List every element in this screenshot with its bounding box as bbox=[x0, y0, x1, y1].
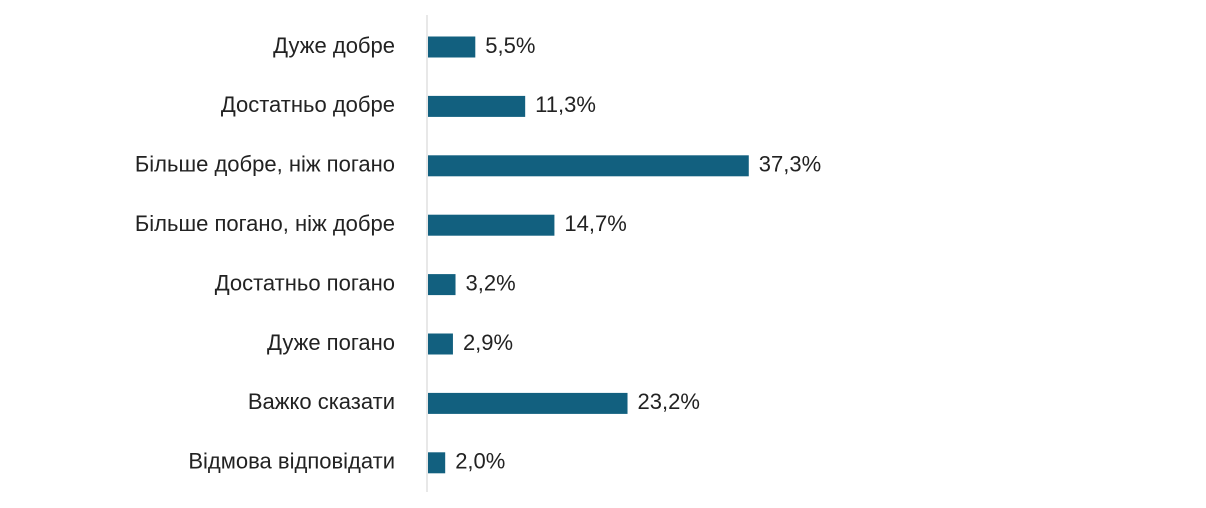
value-label: 5,5% bbox=[485, 33, 535, 58]
category-label: Достатньо погано bbox=[215, 270, 395, 295]
bar bbox=[428, 36, 476, 58]
value-label: 23,2% bbox=[638, 389, 700, 414]
value-label: 37,3% bbox=[759, 152, 821, 177]
bar bbox=[428, 452, 446, 474]
value-label: 11,3% bbox=[535, 92, 596, 117]
bar bbox=[428, 155, 749, 177]
bar bbox=[428, 274, 456, 296]
value-label: 2,0% bbox=[455, 449, 505, 474]
value-label: 14,7% bbox=[564, 211, 626, 236]
bar bbox=[428, 214, 555, 236]
value-label: 3,2% bbox=[466, 270, 516, 295]
category-label: Більше погано, ніж добре bbox=[135, 211, 395, 236]
category-label: Важко сказати bbox=[248, 389, 395, 414]
bar bbox=[428, 333, 453, 355]
bar bbox=[428, 392, 628, 414]
category-label: Більше добре, ніж погано bbox=[135, 152, 395, 177]
category-label: Відмова відповідати bbox=[188, 449, 395, 474]
category-label: Дуже погано bbox=[267, 330, 395, 355]
category-label: Достатньо добре bbox=[221, 92, 395, 117]
bar bbox=[428, 95, 526, 117]
category-label: Дуже добре bbox=[273, 33, 395, 58]
value-label: 2,9% bbox=[463, 330, 513, 355]
